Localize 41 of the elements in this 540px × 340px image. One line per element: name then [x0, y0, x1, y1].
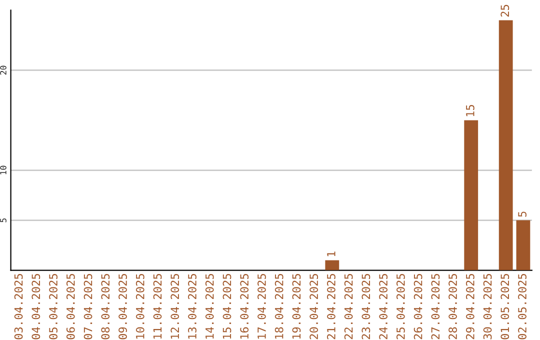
- x-tick-label: 23.04.2025: [362, 274, 370, 340]
- x-tick-label: 03.04.2025: [14, 274, 23, 340]
- x-tick-label: 01.05.2025: [500, 274, 510, 340]
- y-tick-label: 5: [0, 218, 6, 222]
- y-tick-label: 10: [0, 166, 6, 174]
- x-tick-label: 10.04.2025: [136, 274, 144, 339]
- x-tick-label: 04.04.2025: [32, 274, 40, 340]
- x-tick-label: 15.04.2025: [222, 274, 232, 339]
- data-label: 5: [518, 212, 526, 217]
- x-tick-label: 17.04.2025: [258, 274, 266, 339]
- x-tick-label: 30.04.2025: [483, 274, 492, 340]
- bar: [516, 220, 530, 270]
- x-tick-label: 02.05.2025: [518, 274, 526, 340]
- y-tick-label: 20: [0, 66, 6, 75]
- x-tick-label: 09.04.2025: [118, 274, 127, 340]
- bar: [325, 260, 340, 270]
- x-tick-label: 26.04.2025: [414, 274, 422, 340]
- x-tick-label: 28.04.2025: [448, 274, 457, 340]
- x-tick-label: 07.04.2025: [84, 274, 92, 340]
- bar: [498, 20, 513, 270]
- data-label: 1: [327, 252, 336, 256]
- x-tick-label: 16.04.2025: [240, 274, 249, 339]
- bar: [464, 120, 478, 270]
- x-tick-label: 05.04.2025: [49, 274, 58, 340]
- x-tick-label: 20.04.2025: [310, 274, 318, 340]
- data-label: 15: [466, 104, 474, 116]
- x-tick-label: 29.04.2025: [466, 274, 474, 340]
- x-tick-label: 25.04.2025: [396, 274, 405, 340]
- x-tick-label: 18.04.2025: [274, 274, 284, 339]
- x-tick-label: 21.04.2025: [326, 274, 336, 340]
- x-tick-label: 13.04.2025: [188, 274, 196, 339]
- x-tick-label: 06.04.2025: [66, 274, 75, 340]
- data-label: 25: [500, 4, 510, 17]
- x-tick-label: 24.04.2025: [379, 274, 388, 340]
- x-tick-label: 19.04.2025: [292, 274, 301, 339]
- x-tick-label: 12.04.2025: [170, 274, 180, 339]
- x-tick-label: 08.04.2025: [101, 274, 110, 340]
- x-tick-label: 27.04.2025: [431, 274, 440, 340]
- x-tick-label: 14.04.2025: [205, 274, 214, 339]
- x-tick-label: 11.04.2025: [153, 274, 162, 339]
- x-tick-label: 22.04.2025: [344, 274, 353, 340]
